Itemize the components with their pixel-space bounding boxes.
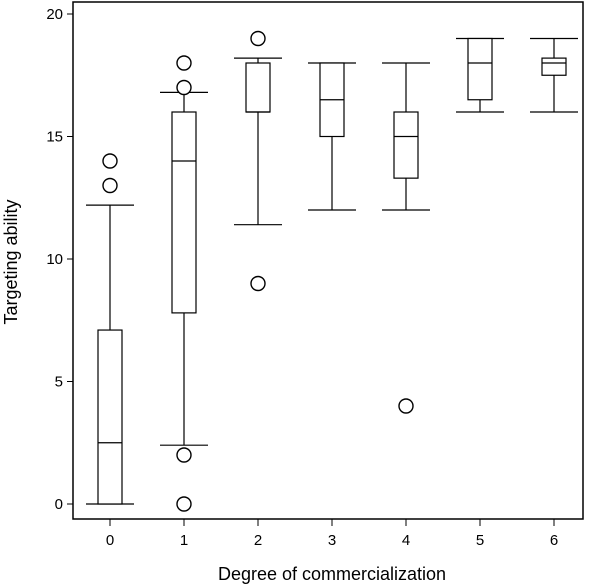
x-tick-label: 3 <box>328 532 336 549</box>
box-series <box>86 30 578 512</box>
outlier-point <box>398 398 414 414</box>
y-tick-label: 10 <box>46 251 63 268</box>
outlier-point <box>176 447 192 463</box>
box-group-5 <box>456 37 504 113</box>
outlier-point <box>176 496 192 512</box>
y-tick-label: 15 <box>46 129 63 146</box>
outlier-point <box>250 275 266 292</box>
iqr-box <box>541 57 567 76</box>
iqr-box <box>467 37 493 101</box>
y-axis-title: Targeting ability <box>1 199 21 324</box>
y-tick-label: 0 <box>55 496 63 513</box>
box-group-1 <box>160 55 208 512</box>
outlier-point <box>250 30 266 47</box>
box-group-4 <box>382 62 430 414</box>
outlier-point <box>102 153 118 169</box>
plot-frame <box>72 1 584 520</box>
outlier-point <box>176 79 192 96</box>
x-tick-label: 2 <box>254 532 262 549</box>
x-axis: 0 1 2 3 4 5 6 <box>106 519 558 549</box>
y-tick-label: 5 <box>55 374 63 391</box>
x-tick-label: 4 <box>402 532 410 549</box>
x-axis-title: Degree of commercialization <box>218 564 446 584</box>
box-group-3 <box>308 62 356 211</box>
x-tick-label: 1 <box>180 532 188 549</box>
iqr-box <box>171 111 197 314</box>
x-tick-label: 6 <box>550 532 558 549</box>
iqr-box <box>393 111 419 179</box>
box-group-6 <box>530 37 578 113</box>
box-group-2 <box>234 30 282 292</box>
y-tick-label: 20 <box>46 6 63 23</box>
y-axis: 0 5 10 15 20 <box>46 6 73 513</box>
iqr-box <box>97 329 123 505</box>
x-tick-label: 0 <box>106 532 114 549</box>
box-group-0 <box>86 153 134 505</box>
outlier-point <box>176 55 192 71</box>
x-tick-label: 5 <box>476 532 484 549</box>
outlier-point <box>102 177 118 194</box>
iqr-box <box>245 62 271 113</box>
